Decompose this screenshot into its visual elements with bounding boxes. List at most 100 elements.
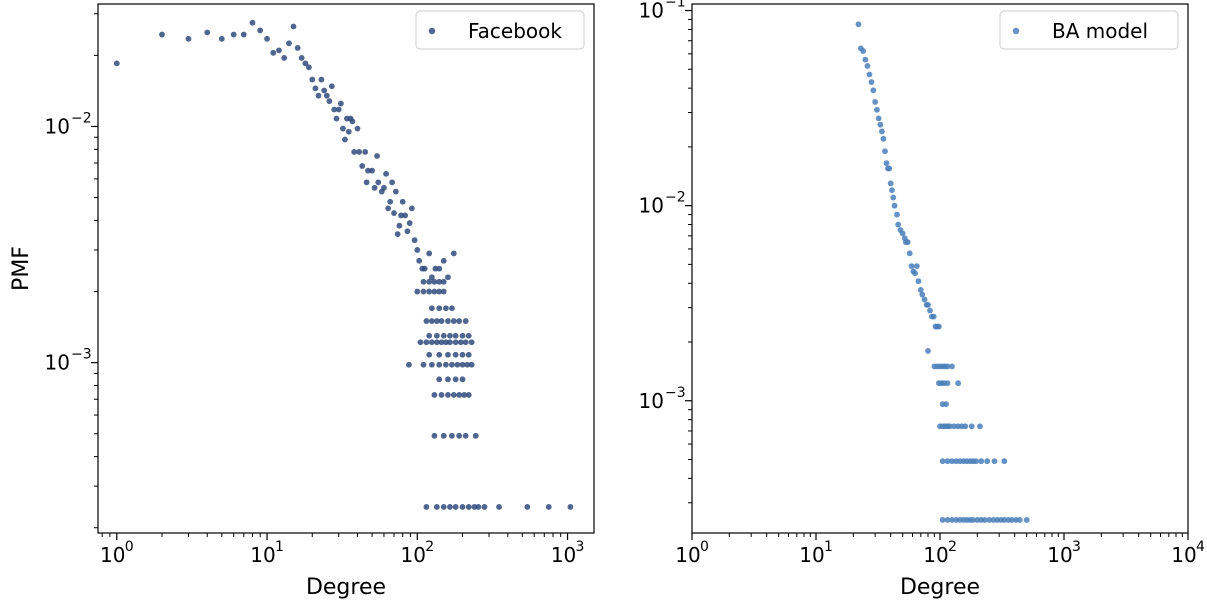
data-point [970,517,977,523]
data-point [939,458,946,465]
data-point [440,432,447,439]
y-tick-label: 10 [45,351,70,375]
data-point [886,165,893,172]
data-point [951,423,958,430]
data-point [927,307,933,314]
data-point [908,263,915,269]
data-point [981,517,988,523]
data-point [333,115,340,122]
data-point [949,458,955,465]
data-point [944,380,951,387]
data-point [449,305,455,312]
data-point [887,180,894,187]
data-point [855,21,862,28]
data-point [354,125,361,132]
x-tick-exponent: 1 [824,539,833,555]
y-tick-exponent: −2 [71,110,92,126]
data-point [423,504,430,510]
data-point [468,361,475,368]
data-point [433,504,440,510]
data-point [977,423,983,430]
data-point [318,76,325,83]
y-minor-ticks [94,13,98,529]
data-point [433,339,440,346]
data-point [925,301,931,308]
data-point [461,392,468,398]
legend-marker [1012,27,1020,35]
data-point [872,99,879,105]
data-point [456,432,463,439]
data-point [218,35,225,42]
data-point [459,351,466,358]
data-point [423,339,430,346]
data-point [337,100,344,107]
data-point [440,332,447,339]
data-point [921,296,928,303]
data-point [445,392,451,398]
data-point [944,363,951,370]
data-point [394,231,401,238]
data-point [968,423,975,430]
x-tick-exponent: 3 [576,539,585,555]
data-point [369,167,375,174]
data-point [113,60,120,67]
data-point [387,198,394,205]
data-point [345,128,352,135]
data-point [545,504,552,510]
data-point [276,47,282,54]
data-point [452,332,459,339]
data-point [984,458,991,465]
data-point [930,313,937,320]
data-point [462,339,469,346]
data-point [270,49,277,56]
data-point [450,392,457,398]
data-point [877,121,884,128]
data-point [986,517,993,523]
data-point [349,118,356,125]
data-point [383,170,389,177]
data-point [452,504,459,510]
data-point [440,288,447,295]
data-point [306,64,312,71]
y-tick-exponent: −3 [71,347,92,363]
y-tick-label: 10 [639,389,664,413]
data-point [879,128,885,135]
data-point [421,265,428,272]
data-point [375,179,382,186]
data-point [459,504,466,510]
data-point [428,339,435,346]
data-point [524,504,531,510]
y-tick-exponent: −2 [665,190,686,206]
data-point [440,278,447,285]
data-point [883,160,890,167]
data-point [411,237,418,244]
data-point [862,56,869,63]
plot-area [98,4,594,533]
data-point [331,106,338,113]
data-point [431,278,438,285]
data-point [428,318,435,324]
x-tick-label: 10 [100,543,125,567]
x-tick-label: 10 [401,543,426,567]
data-point [426,351,433,358]
data-point [391,210,397,216]
data-point [445,376,451,383]
data-point [159,31,165,38]
data-point [472,432,479,439]
data-point [860,48,867,54]
x-axis-label: Degree [900,575,980,600]
x-tick-exponent: 4 [1196,539,1205,555]
data-point [431,392,438,398]
data-point [312,85,319,92]
x-tick-exponent: 2 [425,539,434,555]
plot-frame [691,3,1189,534]
data-point [420,278,427,285]
legend: BA model [999,10,1179,50]
data-point [442,361,449,368]
x-tick-label: 10 [1047,543,1072,567]
data-point [449,361,455,368]
data-point [906,250,913,257]
data-point [889,187,895,194]
data-point [438,339,445,346]
